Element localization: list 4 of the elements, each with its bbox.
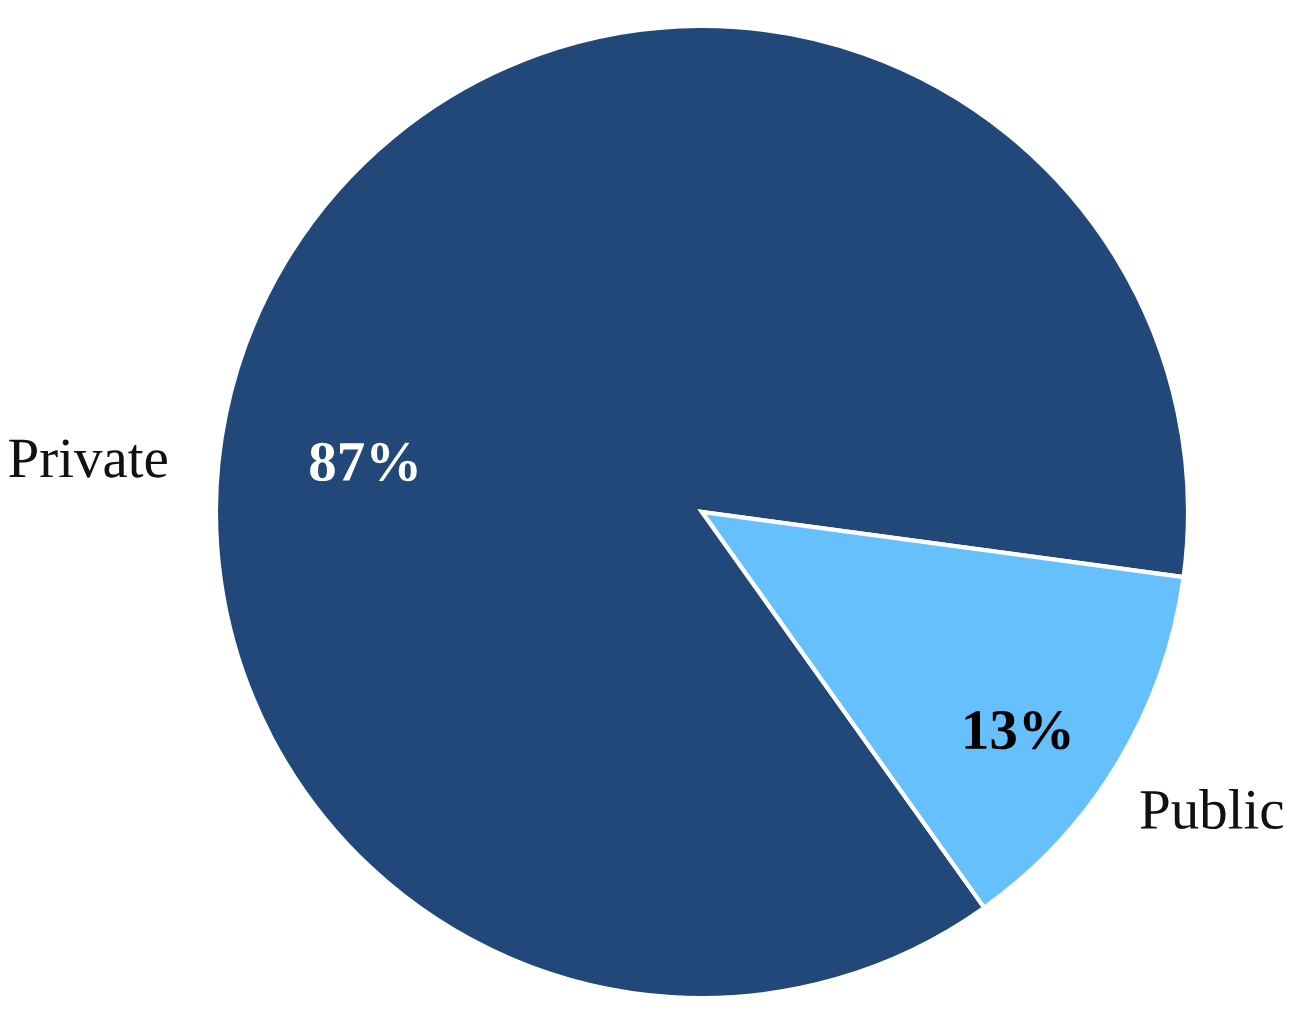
slice-label: Private — [9, 439, 167, 478]
data-label: 87% — [310, 442, 417, 482]
data-label: 13% — [965, 710, 1070, 750]
slice-label: Public — [1140, 788, 1283, 830]
